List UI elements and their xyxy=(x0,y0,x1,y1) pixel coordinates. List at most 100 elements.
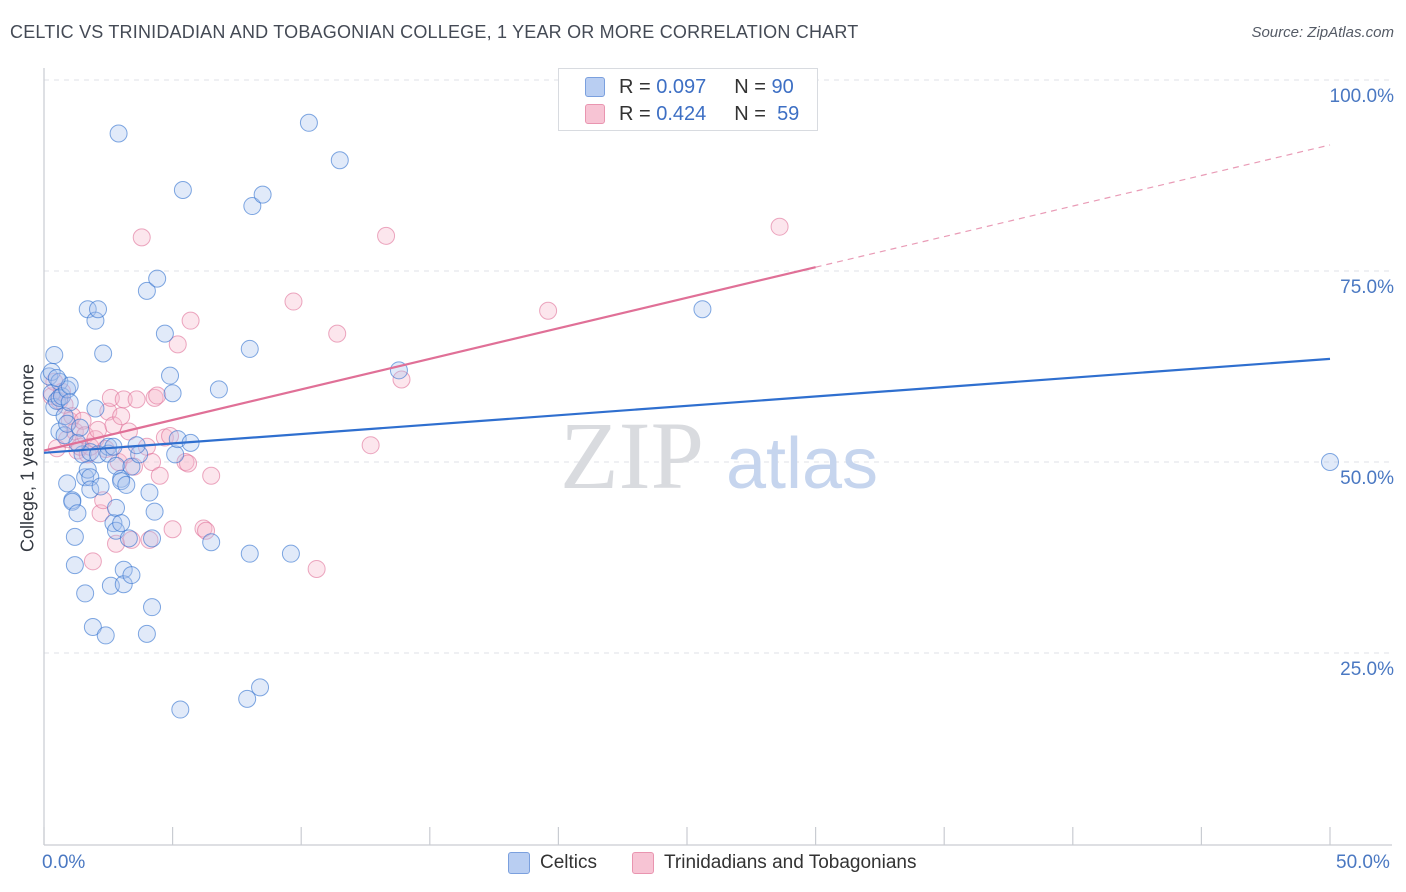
celtic-point xyxy=(122,566,141,585)
source-label: Source: ZipAtlas.com xyxy=(1251,24,1394,41)
celtic-point xyxy=(171,700,190,719)
celtic-point xyxy=(58,474,77,493)
celtic-point xyxy=(148,269,167,288)
stats-legend: R = 0.097 N = 90 R = 0.424 N = 59 xyxy=(558,68,818,131)
gridlines xyxy=(44,79,1392,654)
celtics-legend-swatch xyxy=(508,852,530,874)
trinidadians-legend-swatch xyxy=(632,852,654,874)
celtic-point xyxy=(253,185,272,204)
celtics-swatch xyxy=(585,77,605,97)
trinidadian-point xyxy=(145,388,164,407)
celtic-trend-line xyxy=(43,357,1331,454)
trinidadian-point xyxy=(328,324,347,343)
legend-item-trinidadians[interactable]: Trinidadians and Tobagonians xyxy=(632,852,916,874)
celtic-point xyxy=(299,113,318,132)
x-tick-max: 50.0% xyxy=(1336,852,1390,873)
stats-row-trinidadians: R = 0.424 N = 59 xyxy=(585,102,799,126)
celtic-point xyxy=(240,339,259,358)
trinidadian-point xyxy=(361,436,380,455)
trinidadian-point xyxy=(197,521,216,540)
celtic-point xyxy=(83,618,102,637)
celtic-point xyxy=(101,576,120,595)
celtics-r-value: 0.097 xyxy=(656,75,707,98)
trinidadian-point xyxy=(163,520,182,539)
trinidadian-point xyxy=(194,519,213,538)
celtic-point xyxy=(65,556,84,575)
celtic-point xyxy=(693,300,712,319)
celtic-point xyxy=(243,197,262,216)
trinidadians-r-value: 0.424 xyxy=(656,102,707,125)
watermark: ZIP atlas xyxy=(560,402,878,509)
celtics-legend-label: Celtics xyxy=(540,852,598,873)
celtic-point xyxy=(209,380,228,399)
celtic-point xyxy=(161,366,180,385)
watermark-atlas: atlas xyxy=(726,424,878,504)
trend-lines xyxy=(43,144,1331,454)
axes xyxy=(43,68,1392,846)
celtic-point xyxy=(86,311,105,330)
celtic-point xyxy=(109,124,128,143)
celtic-point xyxy=(47,368,66,387)
y-tick-label: 100.0% xyxy=(1329,86,1394,107)
y-tick-label: 75.0% xyxy=(1340,277,1394,298)
celtic-point xyxy=(91,477,110,496)
celtic-point xyxy=(137,281,156,300)
celtic-point xyxy=(81,468,100,487)
trinidadian-point xyxy=(284,292,303,311)
trinidadian-point xyxy=(83,552,102,571)
celtic-point xyxy=(86,399,105,418)
trinidadian-point xyxy=(150,466,169,485)
trinidadian-point xyxy=(181,311,200,330)
celtic-point xyxy=(81,480,100,499)
trinidadian-trend-extension xyxy=(815,144,1331,268)
celtic-point xyxy=(96,626,115,645)
celtic-point xyxy=(166,445,185,464)
trinidadian-point xyxy=(127,390,146,409)
trinidadian-point xyxy=(73,411,92,430)
trinidadian-point xyxy=(132,228,151,247)
stats-row-celtics: R = 0.097 N = 90 xyxy=(585,75,794,99)
celtics-n-value: 90 xyxy=(771,75,794,98)
celtic-point xyxy=(145,502,164,521)
legend-item-celtics[interactable]: Celtics xyxy=(508,852,597,874)
celtic-point xyxy=(60,393,79,412)
celtic-point xyxy=(107,498,126,517)
celtic-point xyxy=(1321,453,1339,471)
r-label: R = xyxy=(619,75,651,98)
celtic-point xyxy=(65,527,84,546)
watermark-zip: ZIP xyxy=(560,402,704,509)
x-tick-min: 0.0% xyxy=(42,852,86,873)
r-label: R = xyxy=(619,102,651,125)
n-label: N = xyxy=(734,75,766,98)
celtic-point xyxy=(143,529,162,548)
y-tick-label: 25.0% xyxy=(1340,659,1394,680)
celtic-point xyxy=(143,598,162,617)
chart-title: CELTIC VS TRINIDADIAN AND TOBAGONIAN COL… xyxy=(10,22,859,42)
trinidadian-point xyxy=(179,454,198,473)
celtic-point xyxy=(202,533,221,552)
trinidadian-point xyxy=(148,386,167,405)
celtic-point xyxy=(140,483,159,502)
trinidadian-point xyxy=(114,390,133,409)
trinidadian-point xyxy=(307,559,326,578)
celtic-points xyxy=(40,113,1339,719)
celtic-point xyxy=(114,575,133,594)
celtic-point xyxy=(251,678,270,697)
celtic-point xyxy=(68,504,87,523)
celtic-point xyxy=(117,475,136,494)
celtic-point xyxy=(94,344,113,363)
celtic-point xyxy=(119,529,138,548)
trinidadian-point xyxy=(112,407,131,426)
celtic-point xyxy=(112,514,131,533)
n-label: N = xyxy=(734,102,766,125)
trinidadian-point xyxy=(770,217,789,236)
trinidadian-point xyxy=(377,226,396,245)
celtic-point xyxy=(76,584,95,603)
celtic-point xyxy=(89,300,108,319)
trinidadians-swatch xyxy=(585,104,605,124)
trinidadian-point xyxy=(202,466,221,485)
trinidadian-point xyxy=(168,335,187,354)
trinidadians-legend-label: Trinidadians and Tobagonians xyxy=(664,852,917,873)
celtic-point xyxy=(163,384,182,403)
